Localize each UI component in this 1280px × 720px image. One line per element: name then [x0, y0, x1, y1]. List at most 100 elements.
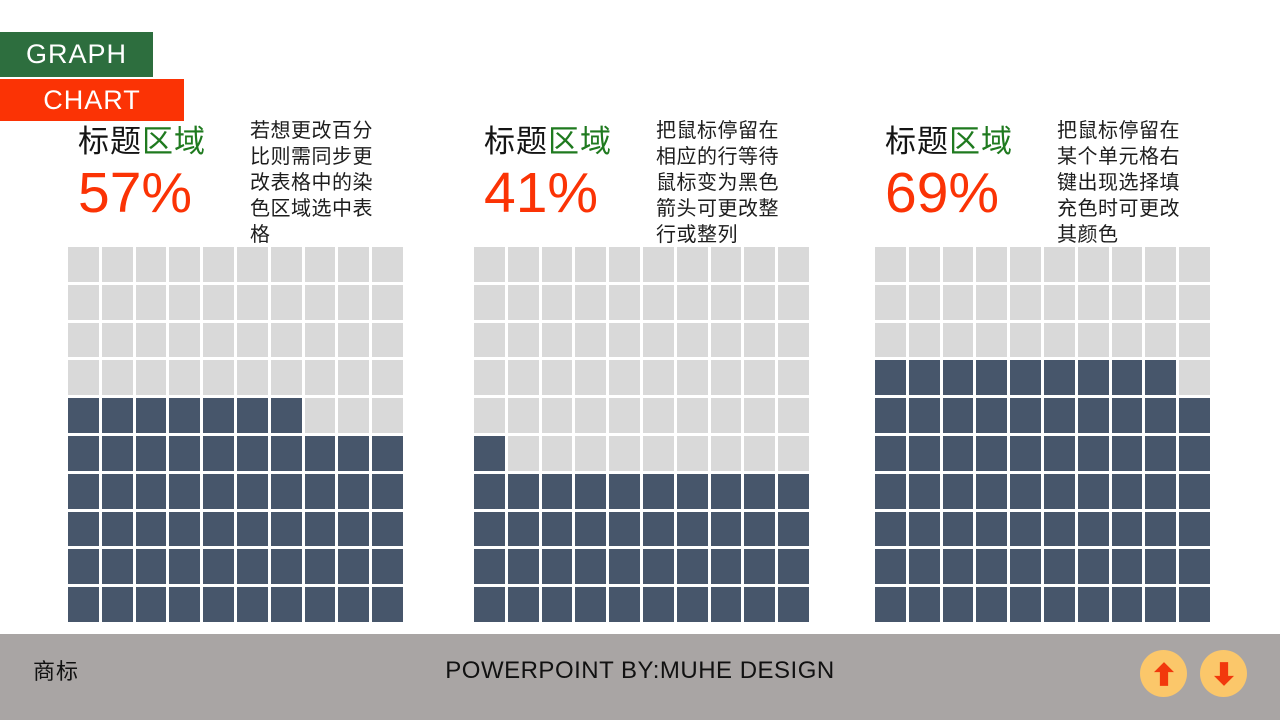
- waffle-cell: [1010, 435, 1041, 471]
- waffle-cell: [575, 549, 607, 585]
- waffle-cell: [135, 473, 167, 509]
- waffle-cell: [575, 473, 607, 509]
- waffle-cell: [474, 284, 505, 320]
- waffle-cell: [908, 284, 940, 320]
- waffle-cell: [875, 549, 906, 585]
- chart-title-block: 标题区域 69%: [885, 124, 1013, 223]
- waffle-cell: [575, 284, 607, 320]
- up-arrow-button[interactable]: [1140, 650, 1187, 697]
- waffle-cell: [338, 435, 370, 471]
- waffle-cell: [575, 398, 607, 433]
- waffle-cell: [575, 435, 607, 471]
- waffle-cell: [1179, 398, 1210, 433]
- waffle-cell: [203, 284, 234, 320]
- waffle-cell: [474, 587, 505, 622]
- waffle-cell: [642, 284, 674, 320]
- waffle-cell: [778, 511, 809, 547]
- waffle-cell: [135, 322, 167, 358]
- waffle-cell: [908, 511, 940, 547]
- waffle-cell: [875, 247, 906, 282]
- waffle-cell: [875, 398, 906, 433]
- waffle-cell: [507, 322, 539, 358]
- waffle-cell: [710, 284, 742, 320]
- chart-percent-value: 69%: [885, 160, 1000, 225]
- waffle-cell: [236, 247, 268, 282]
- waffle-cell: [507, 398, 539, 433]
- footer-credit-text: POWERPOINT BY:MUHE DESIGN: [445, 657, 835, 684]
- waffle-cell: [744, 398, 776, 433]
- chart-title-black-part: 标题: [484, 124, 548, 159]
- waffle-cell: [1043, 284, 1075, 320]
- waffle-cell: [68, 247, 99, 282]
- waffle-cell: [1043, 587, 1075, 622]
- waffle-cell: [541, 398, 573, 433]
- waffle-cell: [908, 549, 940, 585]
- waffle-cell: [101, 322, 133, 358]
- waffle-chart-section-3: 标题区域 69% 把鼠标停留在 某个单元格右 键出现选择填 充色时可更改 其颜色: [875, 116, 1210, 622]
- waffle-cell: [507, 435, 539, 471]
- waffle-cell: [744, 473, 776, 509]
- waffle-cell: [270, 360, 302, 396]
- waffle-cell: [1145, 473, 1177, 509]
- waffle-cell: [1179, 511, 1210, 547]
- waffle-cell: [710, 398, 742, 433]
- waffle-cell: [1111, 587, 1143, 622]
- waffle-cell: [908, 322, 940, 358]
- waffle-cell: [338, 398, 370, 433]
- waffle-cell: [1010, 473, 1041, 509]
- waffle-cell: [507, 284, 539, 320]
- waffle-cell: [744, 322, 776, 358]
- waffle-cell: [1010, 549, 1041, 585]
- footer-logo-text: 商标: [33, 659, 80, 684]
- chart-title-green-part: 区域: [142, 124, 206, 159]
- tab-graph[interactable]: GRAPH: [0, 32, 153, 77]
- waffle-cell: [1179, 587, 1210, 622]
- waffle-cell: [976, 247, 1008, 282]
- footer-nav-buttons: [1140, 650, 1247, 697]
- waffle-cell: [135, 587, 167, 622]
- waffle-cell: [1111, 511, 1143, 547]
- chart-title: 标题区域: [78, 124, 206, 160]
- waffle-cell: [778, 435, 809, 471]
- waffle-cell: [642, 322, 674, 358]
- waffle-cell: [1145, 247, 1177, 282]
- waffle-cell: [744, 284, 776, 320]
- waffle-cell: [372, 511, 403, 547]
- waffle-cell: [507, 511, 539, 547]
- waffle-cell: [338, 511, 370, 547]
- waffle-cell: [372, 284, 403, 320]
- waffle-cell: [270, 435, 302, 471]
- waffle-chart-section-1: 标题区域 57% 若想更改百分 比则需同步更 改表格中的染 色区域选中表 格: [68, 116, 403, 622]
- waffle-cell: [744, 549, 776, 585]
- waffle-cell: [541, 284, 573, 320]
- waffle-cell: [203, 360, 234, 396]
- waffle-cell: [270, 473, 302, 509]
- waffle-cell: [1043, 435, 1075, 471]
- up-arrow-icon: [1153, 661, 1174, 686]
- waffle-cell: [1043, 511, 1075, 547]
- tab-chart-label: CHART: [43, 84, 141, 115]
- waffle-cell: [1077, 322, 1109, 358]
- waffle-cell: [101, 360, 133, 396]
- waffle-cell: [676, 549, 708, 585]
- waffle-cell: [942, 360, 974, 396]
- waffle-cell: [68, 284, 99, 320]
- waffle-cell: [676, 360, 708, 396]
- waffle-cell: [875, 511, 906, 547]
- waffle-cell: [101, 284, 133, 320]
- waffle-cell: [372, 435, 403, 471]
- waffle-cell: [908, 247, 940, 282]
- waffle-cell: [976, 322, 1008, 358]
- tab-chart[interactable]: CHART: [0, 79, 184, 121]
- down-arrow-button[interactable]: [1200, 650, 1247, 697]
- waffle-cell: [372, 322, 403, 358]
- waffle-cell: [1179, 322, 1210, 358]
- waffle-cell: [101, 549, 133, 585]
- waffle-cell: [541, 587, 573, 622]
- waffle-cell: [68, 587, 99, 622]
- waffle-cell: [609, 587, 640, 622]
- waffle-cell: [744, 511, 776, 547]
- waffle-cell: [1145, 587, 1177, 622]
- waffle-cell: [68, 435, 99, 471]
- waffle-cell: [710, 435, 742, 471]
